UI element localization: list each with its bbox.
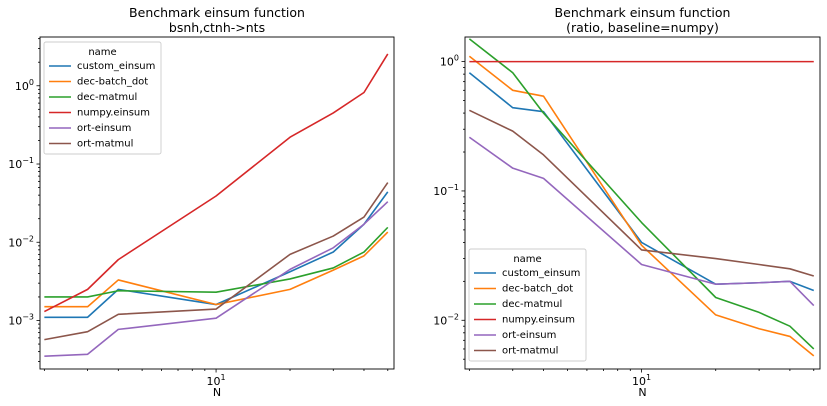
legend-box	[468, 248, 587, 362]
chart-title: Benchmark einsum function	[129, 5, 305, 20]
legend-title: name	[88, 47, 116, 58]
series-line-ort-einsum	[468, 136, 815, 307]
y-tick-label: 10−1	[433, 183, 459, 198]
series-line-dec-matmul	[468, 38, 815, 350]
chart-panel-2: Benchmark einsum function(ratio, baselin…	[433, 5, 821, 399]
legend-entry-custom_einsum: custom_einsum	[77, 61, 155, 72]
series-line-dec-batch_dot	[468, 55, 815, 357]
legend: name custom_einsum dec-batch_dot dec-matmul…	[468, 248, 587, 362]
chart-title: Benchmark einsum function	[555, 5, 731, 20]
legend-entry-ort-einsum: ort-einsum	[77, 123, 131, 134]
series-line-dec-batch_dot	[44, 231, 389, 308]
legend-entry-numpy.einsum: numpy.einsum	[502, 315, 575, 326]
series-line-ort-matmul	[469, 109, 815, 277]
legend-entry-ort-matmul: ort-matmul	[502, 346, 558, 357]
series-group	[43, 53, 389, 357]
legend: name custom_einsum dec-batch_dot dec-matmul…	[43, 41, 162, 155]
y-tick-label: 100	[440, 54, 459, 69]
y-tick-label: 10−2	[433, 312, 459, 327]
chart-subtitle: bsnh,ctnh->nts	[169, 20, 265, 35]
y-tick-label: 100	[15, 78, 34, 93]
legend-entry-custom_einsum: custom_einsum	[502, 268, 580, 279]
y-tick-label: 10−1	[8, 156, 34, 171]
y-tick-label: 10−2	[8, 234, 34, 249]
legend-title: name	[513, 254, 541, 265]
y-axis: 10−2 10−1 100	[433, 54, 465, 360]
series-line-ort-einsum	[44, 201, 389, 357]
x-axis-label: N	[638, 386, 646, 399]
x-tick-label: 101	[632, 373, 651, 388]
legend-entry-dec-matmul: dec-matmul	[502, 299, 562, 310]
y-tick-label: 10−3	[8, 313, 34, 328]
x-axis-label: N	[213, 386, 221, 399]
y-axis: 10−3 10−2 10−1 100	[8, 38, 40, 362]
legend-box	[43, 41, 162, 155]
legend-entry-ort-einsum: ort-einsum	[502, 330, 556, 341]
x-tick-label: 101	[207, 373, 226, 388]
series-group	[468, 38, 815, 357]
series-line-ort-matmul	[44, 182, 389, 341]
legend-entry-dec-batch_dot: dec-batch_dot	[77, 77, 148, 88]
legend-entry-numpy.einsum: numpy.einsum	[77, 108, 150, 119]
series-line-dec-matmul	[44, 226, 389, 298]
legend-entry-ort-matmul: ort-matmul	[77, 139, 133, 150]
plot-frame	[39, 36, 395, 370]
legend-entry-dec-batch_dot: dec-batch_dot	[502, 284, 573, 295]
series-line-numpy.einsum	[43, 53, 389, 313]
plot-frame	[464, 36, 821, 370]
legend-entry-dec-matmul: dec-matmul	[77, 92, 137, 103]
chart-subtitle: (ratio, baseline=numpy)	[566, 20, 719, 35]
